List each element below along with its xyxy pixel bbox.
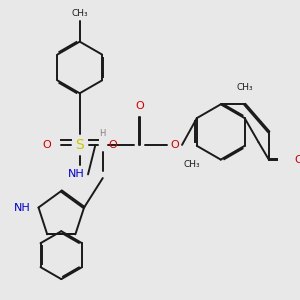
Text: O: O: [42, 140, 51, 150]
Text: CH₃: CH₃: [236, 83, 253, 92]
Text: S: S: [75, 138, 84, 152]
Text: CH₃: CH₃: [71, 10, 88, 19]
Text: NH: NH: [14, 202, 30, 212]
Text: CH₃: CH₃: [184, 160, 200, 169]
Text: O: O: [170, 140, 179, 150]
Text: O: O: [109, 140, 117, 150]
Text: H: H: [100, 129, 106, 138]
Text: O: O: [294, 154, 300, 165]
Text: O: O: [135, 101, 144, 111]
Text: NH: NH: [68, 169, 84, 179]
